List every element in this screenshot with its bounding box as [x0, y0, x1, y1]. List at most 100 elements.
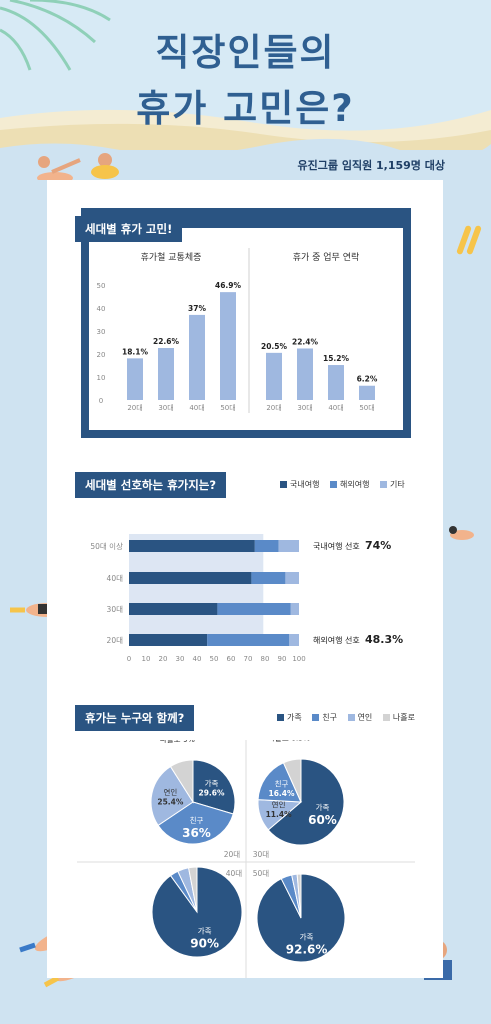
section3-header: 휴가는 누구와 함께?: [75, 705, 195, 731]
bar-value-label: 15.2%: [323, 354, 350, 363]
pie-slice-value: 11.4%: [266, 810, 293, 819]
bar-segment: [290, 603, 299, 615]
chart1-title: 휴가철 교통체증: [141, 252, 202, 263]
pie-age-label: 30대: [253, 850, 270, 859]
x-tick-label: 20: [159, 655, 168, 663]
x-tick-label: 30대: [158, 404, 173, 412]
bar: [127, 358, 143, 400]
bar-value-label: 6.2%: [357, 375, 378, 384]
x-tick-label: 100: [292, 655, 305, 663]
bar-segment: [278, 540, 299, 552]
pie-slice-value: 60%: [308, 813, 337, 827]
pie-slice-value: 25.4%: [157, 798, 184, 807]
pie-slice-label: 가족: [300, 933, 314, 942]
y-tick-label: 30: [97, 328, 106, 336]
snorkeler-icon: [449, 526, 474, 540]
annot-overseas-label: 해외여행 선호: [313, 635, 360, 645]
pie-slice-label: 가족: [205, 779, 219, 788]
pie-slice: [150, 765, 194, 827]
pie-slice-label: 가족: [316, 803, 330, 812]
x-tick-label: 10: [142, 655, 151, 663]
bar-segment: [251, 572, 286, 584]
annot-domestic-label: 국내여행 선호: [313, 541, 360, 551]
bar-segment: [129, 540, 255, 552]
title-line1: 직장인들의: [155, 31, 336, 74]
x-tick-label: 30대: [297, 404, 312, 412]
legend-family: 가족: [287, 713, 302, 722]
x-tick-label: 50: [210, 655, 219, 663]
section3-legend: 가족 친구 연인 나홀로: [269, 712, 415, 723]
x-tick-label: 70: [244, 655, 253, 663]
bar: [220, 292, 236, 400]
bar-segment: [129, 634, 208, 646]
bar-value-label: 46.9%: [215, 281, 242, 290]
bar-value-label: 22.6%: [153, 337, 180, 346]
pie-age-label: 20대: [224, 850, 241, 859]
x-tick-label: 90: [278, 655, 287, 663]
bar: [359, 385, 375, 400]
x-tick-label: 40: [193, 655, 202, 663]
pie-slice-label: 가족: [198, 927, 212, 936]
y-tick-label: 30대: [107, 605, 124, 614]
bar-segment: [207, 634, 290, 646]
annot-domestic-value: 74%: [365, 539, 391, 552]
bar-value-label: 37%: [188, 304, 206, 313]
pie-slice-value: 16.4%: [269, 789, 296, 798]
diver-legs-icon: [456, 225, 482, 255]
section1-panel: 휴가철 교통체증 휴가 중 업무 연락 0 10 20 30 40 50 18.1% 20대 2…: [81, 208, 411, 438]
survey-subtitle: 유진그룹 임직원 1,159명 대상: [297, 159, 445, 172]
bar: [189, 314, 205, 400]
y-tick-label: 0: [99, 397, 103, 405]
x-tick-label: 50대: [359, 404, 374, 412]
title-block: 직장인들의 휴가 고민은?: [0, 0, 491, 150]
section2-legend: 국내여행 해외여행 기타: [272, 479, 405, 490]
annot-overseas-value: 48.3%: [365, 633, 403, 646]
pie-slice: [257, 762, 302, 803]
pie-slice-label: 연인: [272, 800, 286, 810]
bar-segment: [129, 603, 218, 615]
pie-slice-label: 연인: [163, 787, 177, 797]
bar: [328, 365, 344, 400]
bar: [297, 348, 313, 400]
bar: [266, 352, 282, 400]
pie-slice-label: 나홀로 6.3%: [268, 740, 310, 742]
chart2-title: 휴가 중 업무 연락: [293, 251, 360, 263]
pie-slice: [192, 759, 236, 815]
section2-header: 세대별 선호하는 휴가지는?: [75, 472, 227, 498]
bg-band: [129, 534, 264, 644]
bar-segment: [289, 634, 299, 646]
y-tick-label: 20대: [107, 636, 124, 645]
swimmer-figure-icon: [37, 153, 119, 180]
pie-slice: [169, 759, 194, 804]
legend-friend: 친구: [322, 713, 338, 722]
y-tick-label: 10: [97, 374, 106, 382]
palm-leaf-icon: [0, 0, 111, 71]
pie-slice: [267, 758, 345, 846]
x-tick-label: 50대: [220, 404, 235, 412]
legend-other: 기타: [390, 480, 405, 489]
bar-segment: [217, 603, 291, 615]
pie-slice-value: 36%: [182, 826, 211, 840]
pie-age-label: 50대: [253, 869, 270, 878]
y-tick-label: 20: [97, 351, 106, 359]
y-tick-label: 50: [97, 282, 106, 290]
x-tick-label: 0: [127, 655, 131, 663]
pie-slice-value: 92.6%: [286, 943, 328, 957]
pie-slice: [282, 758, 302, 803]
legend-alone: 나홀로: [392, 713, 415, 722]
content-card: 휴가철 교통체증 휴가 중 업무 연락 0 10 20 30 40 50 18.1% 20대 2…: [47, 180, 443, 978]
y-tick-label: 40: [97, 305, 106, 313]
bar: [158, 348, 174, 400]
x-tick-label: 80: [261, 655, 270, 663]
x-tick-label: 40대: [189, 404, 204, 412]
pie-slice-value: 90%: [190, 937, 219, 951]
bar-value-label: 18.1%: [122, 347, 149, 356]
bar-segment: [129, 572, 252, 584]
pie-slice-label: 친구: [190, 815, 204, 825]
x-tick-label: 30: [176, 655, 185, 663]
legend-domestic: 국내여행: [290, 480, 320, 489]
title-line2: 휴가 고민은?: [136, 87, 355, 130]
x-tick-label: 40대: [328, 404, 343, 412]
y-tick-label: 50대 이상: [90, 541, 123, 551]
